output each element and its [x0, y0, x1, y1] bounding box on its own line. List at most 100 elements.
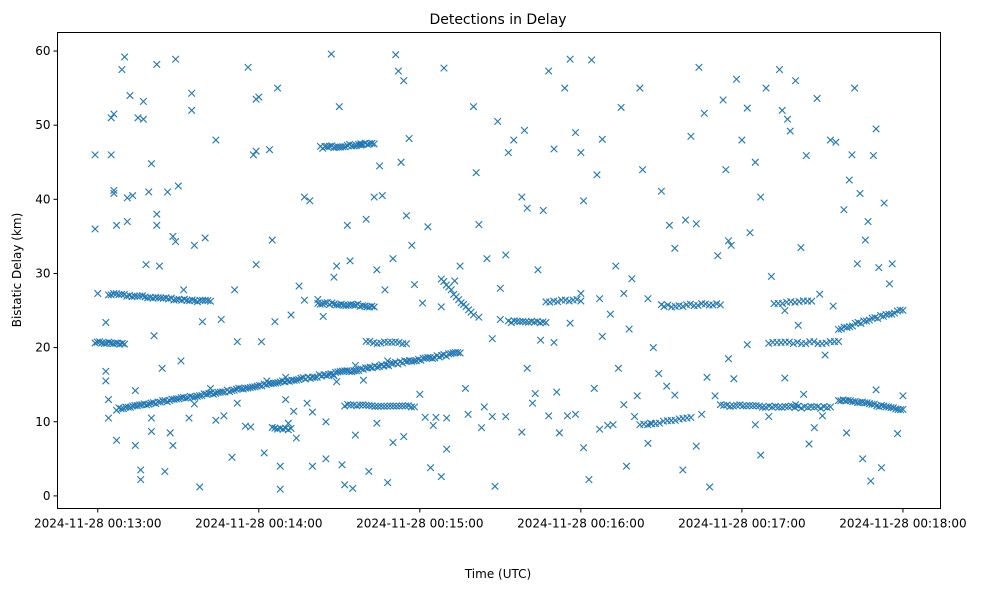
data-point	[695, 63, 703, 72]
data-point	[252, 260, 260, 269]
data-point	[389, 438, 397, 447]
y-tick-label: 50	[35, 118, 50, 132]
data-point	[352, 367, 361, 375]
data-point	[328, 299, 336, 307]
data-point	[95, 338, 104, 346]
data-point	[655, 369, 663, 378]
data-point	[496, 284, 505, 292]
data-point	[217, 315, 225, 324]
data-point	[778, 106, 786, 115]
data-point	[687, 413, 695, 422]
data-point	[518, 193, 526, 201]
data-point	[202, 390, 211, 398]
data-point	[475, 313, 483, 321]
data-point	[617, 103, 625, 112]
data-point	[377, 402, 385, 410]
data-point	[268, 423, 276, 432]
data-point	[671, 244, 679, 252]
data-point	[410, 357, 418, 365]
data-point	[351, 301, 360, 309]
data-point	[550, 338, 558, 347]
data-point	[472, 168, 480, 177]
data-point	[287, 424, 295, 433]
data-point	[502, 251, 510, 259]
data-point	[134, 114, 142, 122]
data-point	[300, 193, 309, 201]
data-point	[794, 402, 802, 410]
data-point	[398, 402, 407, 410]
data-point	[789, 339, 798, 348]
data-point	[665, 221, 674, 229]
data-point	[781, 306, 789, 315]
data-point	[523, 364, 531, 373]
data-point	[195, 392, 204, 400]
data-point	[805, 440, 813, 448]
data-point	[182, 394, 190, 402]
data-point	[523, 204, 531, 212]
data-point	[209, 390, 218, 398]
data-point	[510, 136, 518, 144]
data-point	[137, 475, 145, 484]
data-point	[401, 402, 410, 410]
data-point	[179, 286, 188, 294]
data-point	[257, 337, 266, 346]
data-point	[885, 280, 894, 288]
data-point	[112, 436, 121, 444]
data-point	[469, 311, 478, 319]
data-point	[749, 401, 757, 410]
data-point	[590, 384, 598, 393]
data-point	[386, 402, 394, 410]
data-point	[751, 421, 760, 429]
data-point	[620, 289, 628, 298]
data-point	[147, 414, 156, 422]
data-point	[117, 290, 126, 299]
data-point	[225, 387, 234, 396]
data-point	[810, 423, 819, 432]
x-axis-label: Time (UTC)	[464, 567, 531, 581]
data-point	[571, 410, 580, 419]
data-point	[185, 297, 194, 305]
data-point	[344, 400, 352, 409]
data-point	[644, 294, 652, 303]
data-point	[778, 299, 787, 308]
data-point	[120, 53, 129, 61]
data-point	[664, 301, 672, 309]
data-point	[743, 104, 751, 112]
data-point	[579, 197, 588, 205]
data-point	[255, 93, 263, 101]
data-point	[742, 402, 751, 410]
data-point	[271, 379, 280, 387]
data-point	[437, 472, 445, 481]
x-tick-label: 2024-11-28 00:16:00	[517, 517, 644, 531]
x-tick-label: 2024-11-28 00:14:00	[195, 517, 322, 531]
data-point	[308, 408, 317, 416]
data-point	[158, 364, 166, 373]
data-point	[563, 412, 572, 420]
data-point	[442, 445, 451, 453]
data-point	[724, 355, 733, 363]
data-point	[357, 365, 365, 373]
data-point	[807, 402, 815, 411]
data-point	[339, 143, 347, 151]
data-point	[244, 384, 252, 392]
data-point	[880, 199, 888, 207]
data-point	[206, 297, 215, 305]
data-point	[566, 319, 574, 327]
data-point	[204, 296, 212, 305]
data-point	[756, 451, 765, 459]
data-point	[300, 296, 309, 304]
data-point	[330, 273, 338, 281]
data-point	[289, 407, 298, 416]
data-point	[697, 410, 706, 419]
data-point	[362, 337, 370, 346]
chart-title: Detections in Delay	[429, 12, 566, 28]
data-point	[593, 171, 601, 179]
data-point	[822, 339, 830, 347]
data-point	[110, 186, 118, 195]
data-point	[228, 386, 236, 395]
data-point	[663, 382, 671, 390]
data-point	[115, 404, 123, 412]
data-point	[516, 317, 524, 326]
data-point	[791, 77, 800, 85]
data-point	[147, 160, 156, 168]
